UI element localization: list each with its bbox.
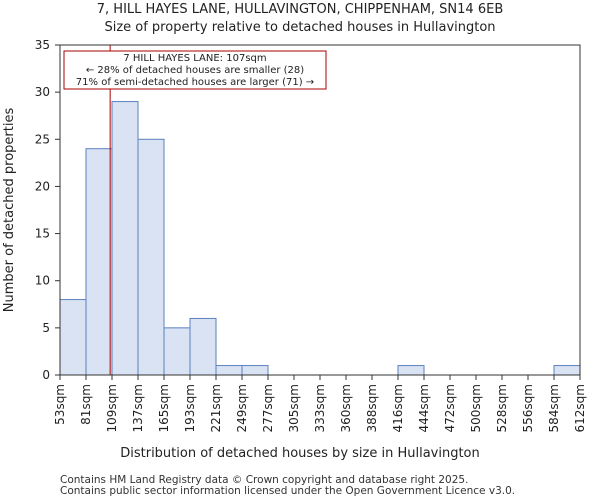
y-axis-label: Number of detached properties bbox=[2, 108, 17, 313]
bar-137sqm bbox=[137, 138, 165, 376]
y-tick-label: 20 bbox=[35, 179, 50, 193]
bar-416sqm bbox=[397, 365, 425, 376]
y-tick-label: 15 bbox=[35, 227, 50, 241]
y-tick-label: 30 bbox=[35, 85, 50, 99]
y-tick-label: 0 bbox=[42, 368, 50, 382]
footer-line-2: Contains public sector information licen… bbox=[60, 485, 515, 497]
x-tick-label: 305sqm bbox=[287, 384, 301, 432]
x-tick-label: 388sqm bbox=[365, 384, 379, 432]
x-tick-label: 277sqm bbox=[261, 384, 275, 432]
bar-109sqm bbox=[111, 101, 139, 376]
x-tick-label: 249sqm bbox=[235, 384, 249, 432]
x-tick-label: 612sqm bbox=[573, 384, 587, 432]
x-tick-label: 165sqm bbox=[157, 384, 171, 432]
x-tick-label: 53sqm bbox=[53, 384, 67, 425]
bar-81sqm bbox=[85, 148, 113, 376]
x-tick-label: 584sqm bbox=[547, 384, 561, 432]
footer-line-1: Contains HM Land Registry data © Crown c… bbox=[60, 474, 468, 486]
annotation-line-1: 7 HILL HAYES LANE: 107sqm bbox=[123, 53, 266, 64]
x-tick-label: 193sqm bbox=[183, 384, 197, 432]
x-tick-label: 500sqm bbox=[469, 384, 483, 432]
bar-53sqm bbox=[59, 299, 87, 376]
bars-group bbox=[59, 101, 581, 376]
x-tick-label: 416sqm bbox=[391, 384, 405, 432]
bar-249sqm bbox=[241, 365, 269, 376]
x-tick-label: 221sqm bbox=[209, 384, 223, 432]
bar-584sqm bbox=[553, 365, 581, 376]
y-tick-label: 35 bbox=[35, 38, 50, 52]
annotation-line-2: ← 28% of detached houses are smaller (28… bbox=[86, 65, 304, 76]
plot-frame bbox=[59, 44, 581, 376]
x-tick-label: 109sqm bbox=[105, 384, 119, 432]
x-tick-label: 444sqm bbox=[417, 384, 431, 432]
bar-193sqm bbox=[189, 317, 217, 376]
x-axis-label: Distribution of detached houses by size … bbox=[120, 446, 480, 461]
chart-subtitle: Size of property relative to detached ho… bbox=[104, 20, 495, 35]
annotation-border bbox=[63, 50, 327, 90]
annotation-line-3: 71% of semi-detached houses are larger (… bbox=[76, 77, 314, 88]
x-tick-label: 472sqm bbox=[443, 384, 457, 432]
chart-title: 7, HILL HAYES LANE, HULLAVINGTON, CHIPPE… bbox=[97, 2, 503, 17]
x-tick-label: 360sqm bbox=[339, 384, 353, 432]
annotation-box: 7 HILL HAYES LANE: 107sqm ← 28% of detac… bbox=[63, 50, 327, 90]
y-axis-ticks: 0 5 10 15 20 25 30 35 bbox=[35, 38, 60, 382]
x-tick-label: 528sqm bbox=[495, 384, 509, 432]
bar-221sqm bbox=[215, 365, 243, 376]
x-axis-ticks: 53sqm 81sqm 109sqm 137sqm 165sqm 193sqm 221sqm… bbox=[53, 375, 587, 432]
x-tick-label: 137sqm bbox=[131, 384, 145, 432]
y-tick-label: 25 bbox=[35, 132, 50, 146]
x-tick-label: 333sqm bbox=[313, 384, 327, 432]
y-tick-label: 5 bbox=[42, 321, 50, 335]
bar-165sqm bbox=[163, 327, 191, 376]
x-tick-label: 81sqm bbox=[79, 384, 93, 425]
y-tick-label: 10 bbox=[35, 274, 50, 288]
x-tick-label: 556sqm bbox=[521, 384, 535, 432]
